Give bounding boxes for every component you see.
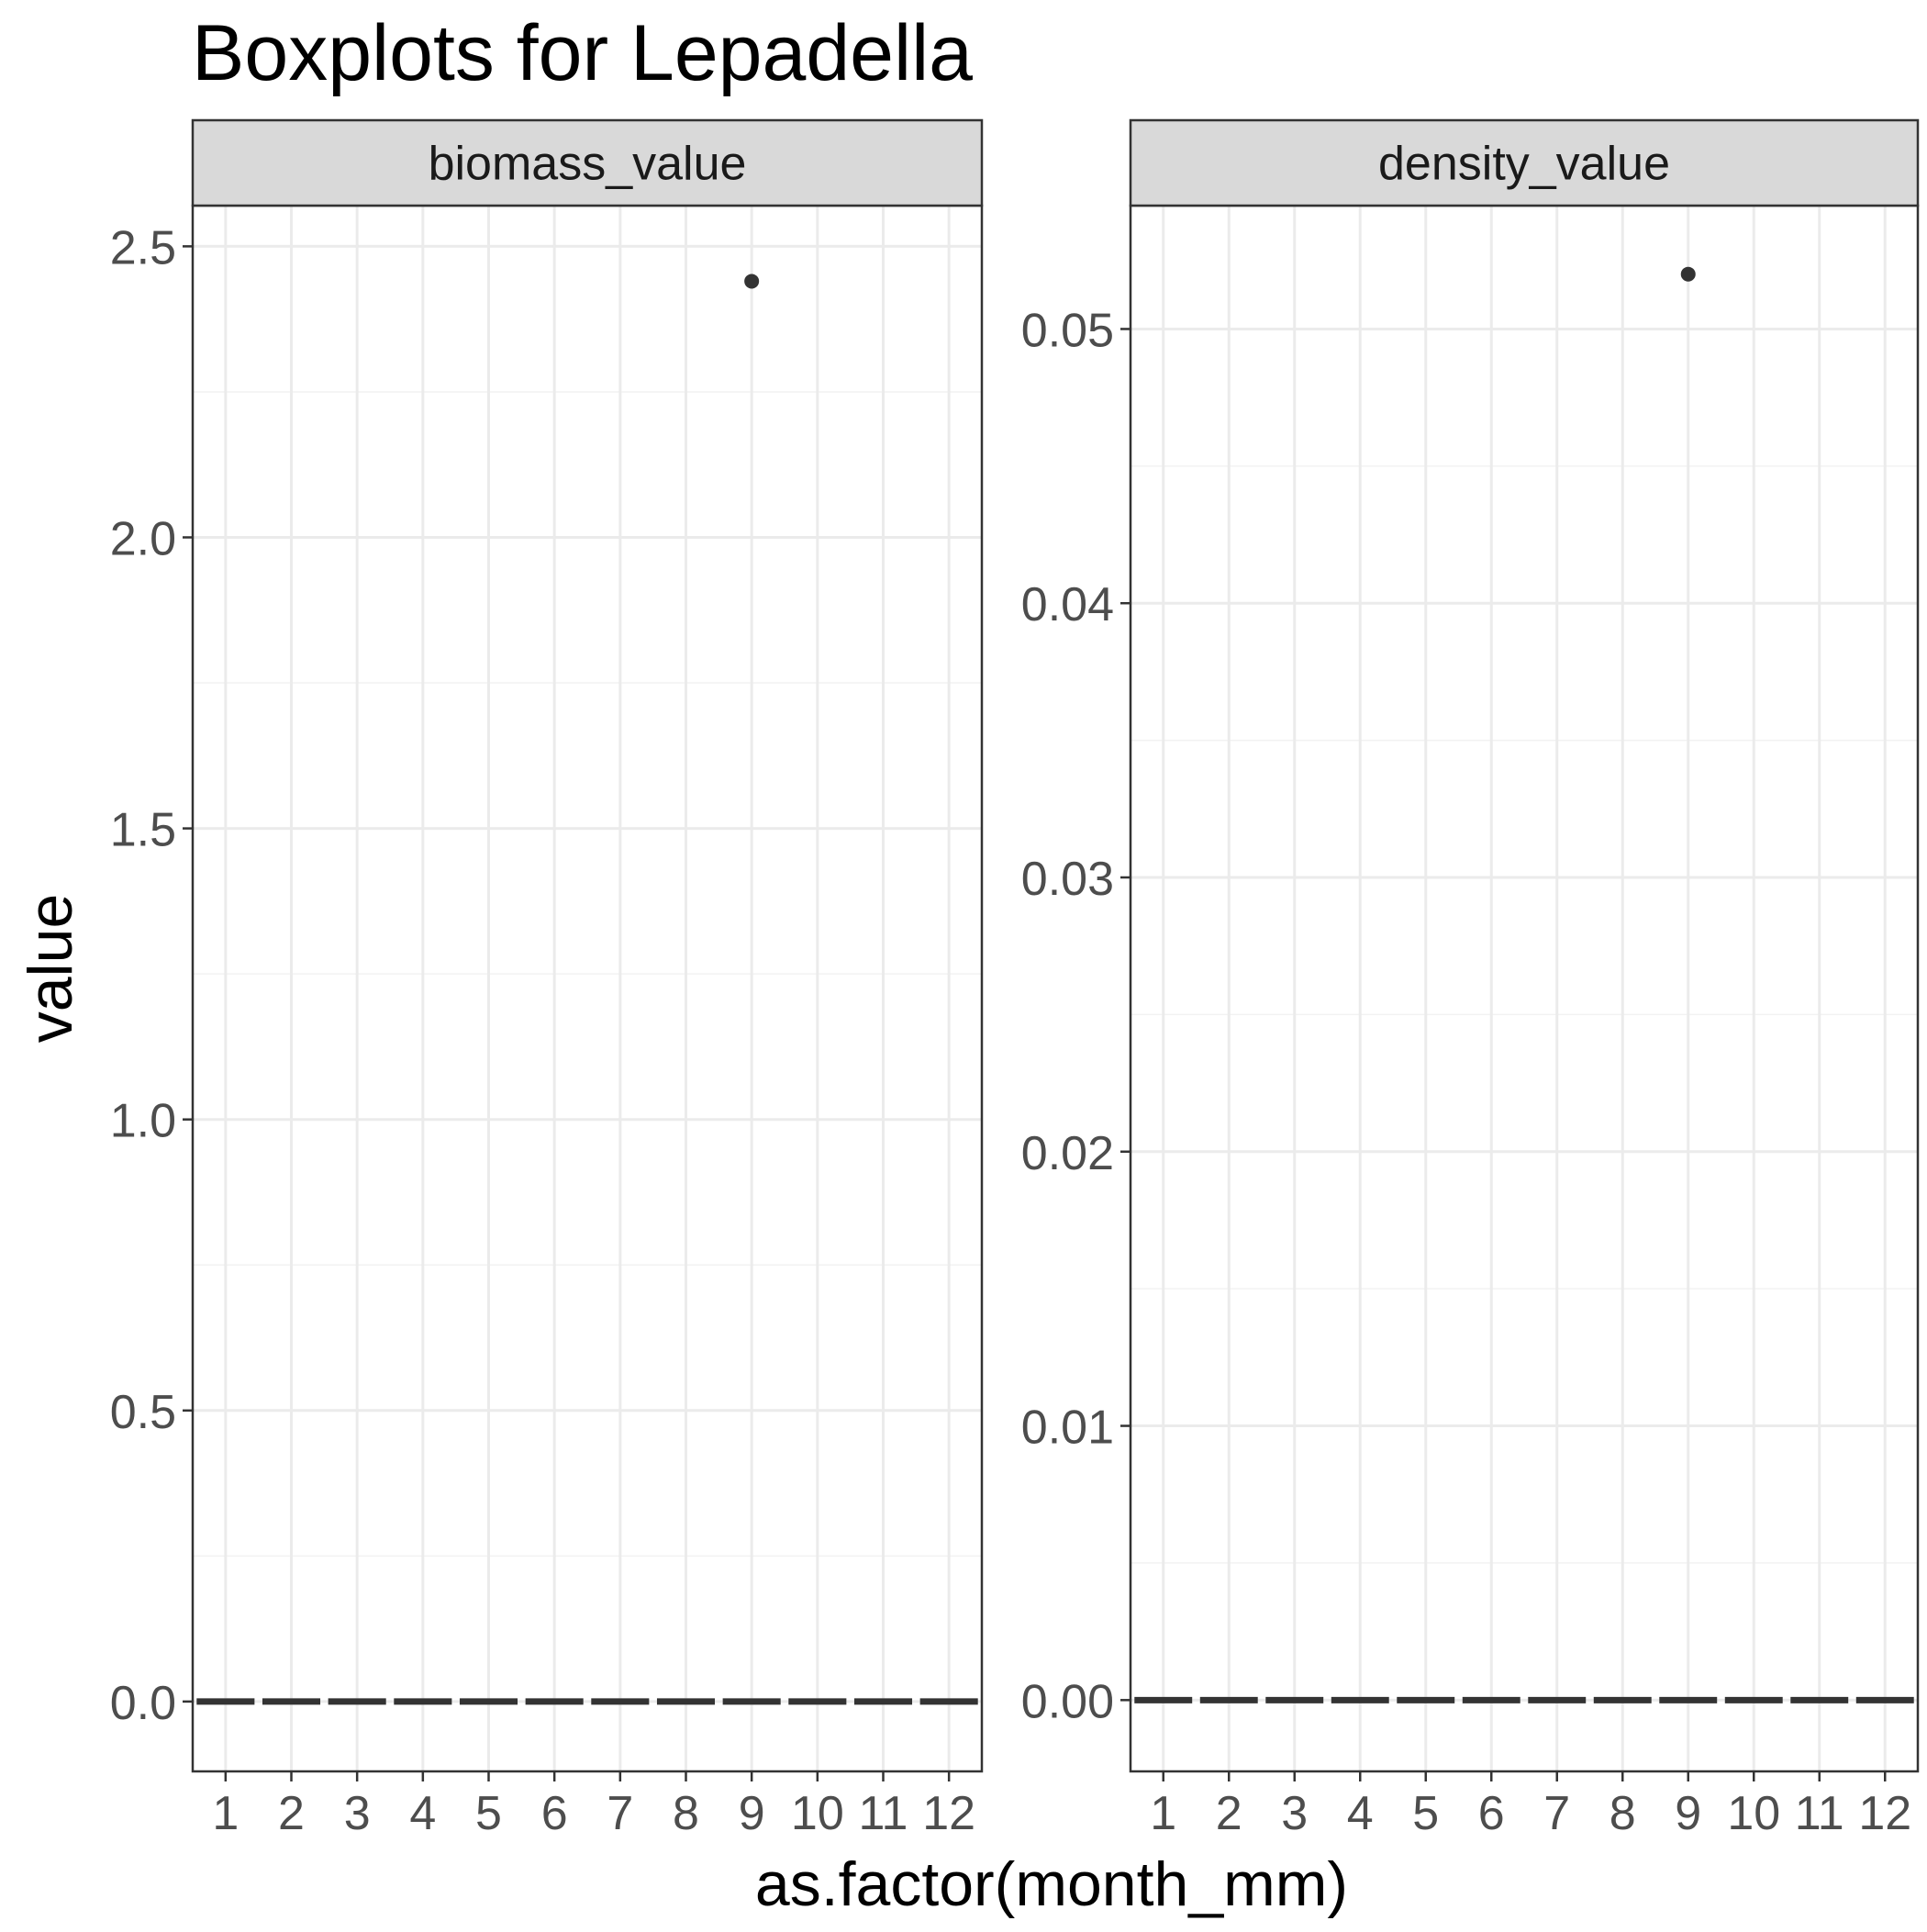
y-axis-label: value — [16, 894, 85, 1044]
x-tick-label: 5 — [1412, 1787, 1439, 1840]
y-tick-label: 0.01 — [1021, 1402, 1114, 1455]
x-tick-label: 7 — [607, 1787, 633, 1840]
x-tick-label: 7 — [1543, 1787, 1570, 1840]
facet-strip — [1129, 118, 1920, 207]
facet-strip-label: density_value — [1378, 138, 1670, 191]
x-axis-label: as.factor(month_mm) — [755, 1849, 1348, 1919]
panel-background — [1131, 206, 1918, 1771]
y-tick-label: 0.0 — [110, 1677, 176, 1730]
x-tick-label: 10 — [1727, 1787, 1780, 1840]
facet-strip-label: biomass_value — [429, 138, 747, 191]
x-tick-label: 12 — [1858, 1787, 1911, 1840]
x-tick-label: 8 — [1610, 1787, 1636, 1840]
y-tick-label: 0.05 — [1021, 304, 1114, 357]
panel-background — [193, 206, 982, 1771]
y-tick-label: 0.00 — [1021, 1675, 1114, 1728]
x-tick-label: 6 — [1478, 1787, 1505, 1840]
x-tick-label: 10 — [791, 1787, 844, 1840]
x-tick-label: 3 — [344, 1787, 371, 1840]
y-tick-label: 0.5 — [110, 1386, 176, 1439]
x-tick-label: 11 — [859, 1787, 908, 1840]
facet-strip — [191, 118, 984, 207]
x-tick-label: 4 — [1347, 1787, 1374, 1840]
y-tick-label: 2.0 — [110, 512, 176, 565]
outlier-point — [1680, 266, 1696, 282]
x-tick-label: 2 — [278, 1787, 305, 1840]
chart-title: Boxplots for Lepadella — [192, 9, 973, 97]
y-tick-label: 0.02 — [1021, 1127, 1114, 1180]
x-tick-label: 2 — [1216, 1787, 1242, 1840]
x-tick-label: 1 — [212, 1787, 239, 1840]
outlier-point — [744, 274, 760, 289]
x-tick-label: 6 — [541, 1787, 568, 1840]
y-tick-label: 0.03 — [1021, 853, 1114, 906]
y-tick-label: 1.0 — [110, 1095, 176, 1148]
x-tick-label: 12 — [922, 1787, 975, 1840]
x-tick-label: 11 — [1795, 1787, 1844, 1840]
y-tick-label: 0.04 — [1021, 578, 1114, 631]
x-tick-label: 9 — [1675, 1787, 1701, 1840]
y-tick-label: 1.5 — [110, 804, 176, 857]
x-tick-label: 4 — [409, 1787, 436, 1840]
x-tick-label: 1 — [1150, 1787, 1176, 1840]
x-tick-label: 5 — [475, 1787, 502, 1840]
x-tick-label: 8 — [673, 1787, 699, 1840]
y-tick-label: 2.5 — [110, 221, 176, 274]
x-tick-label: 3 — [1281, 1787, 1308, 1840]
x-tick-label: 9 — [739, 1787, 765, 1840]
